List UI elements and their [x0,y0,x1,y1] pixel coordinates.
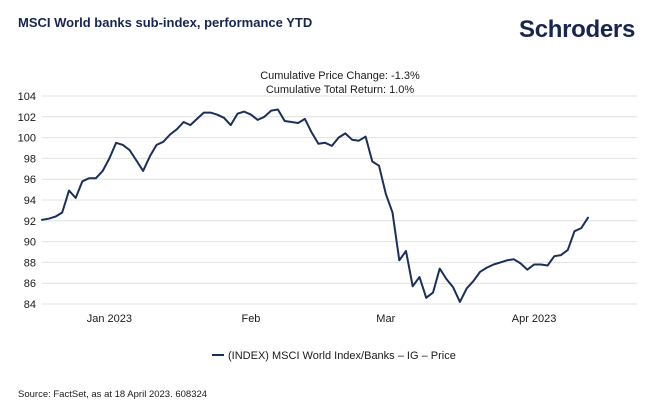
legend: (INDEX) MSCI World Index/Banks – IG – Pr… [212,350,456,362]
grid-lines [42,95,637,305]
y-tick-label: 90 [24,237,36,249]
x-tick-label: Mar [376,313,395,325]
y-tick-label: 104 [18,91,36,103]
x-tick-label: Jan 2023 [87,313,132,325]
y-tick-label: 94 [24,195,36,207]
source-note: Source: FactSet, as at 18 April 2023. 60… [18,389,208,400]
y-tick-label: 102 [18,112,36,124]
y-tick-label: 98 [24,153,36,165]
y-tick-label: 88 [24,257,36,269]
annotation-price-change: Cumulative Price Change: -1.3% [260,70,420,82]
y-tick-label: 84 [24,299,36,311]
line-chart: 84 86 88 90 92 94 96 98 100 102 104 Jan 2023 Feb Mar… [18,70,637,362]
y-tick-label: 92 [24,216,36,228]
x-axis-ticks: Jan 2023 Feb Mar Apr 2023 [87,313,557,325]
y-tick-label: 96 [24,174,36,186]
x-tick-label: Feb [241,313,260,325]
series-line-index [41,108,589,303]
y-axis-ticks: 84 86 88 90 92 94 96 98 100 102 104 [18,91,36,311]
legend-label: (INDEX) MSCI World Index/Banks – IG – Pr… [228,350,456,362]
y-tick-label: 86 [24,278,36,290]
annotation-total-return: Cumulative Total Return: 1.0% [266,84,415,96]
brand-logo: Schroders [518,16,635,43]
chart-title: MSCI World banks sub-index, performance … [18,15,313,30]
y-tick-label: 100 [18,133,36,145]
x-tick-label: Apr 2023 [512,313,557,325]
